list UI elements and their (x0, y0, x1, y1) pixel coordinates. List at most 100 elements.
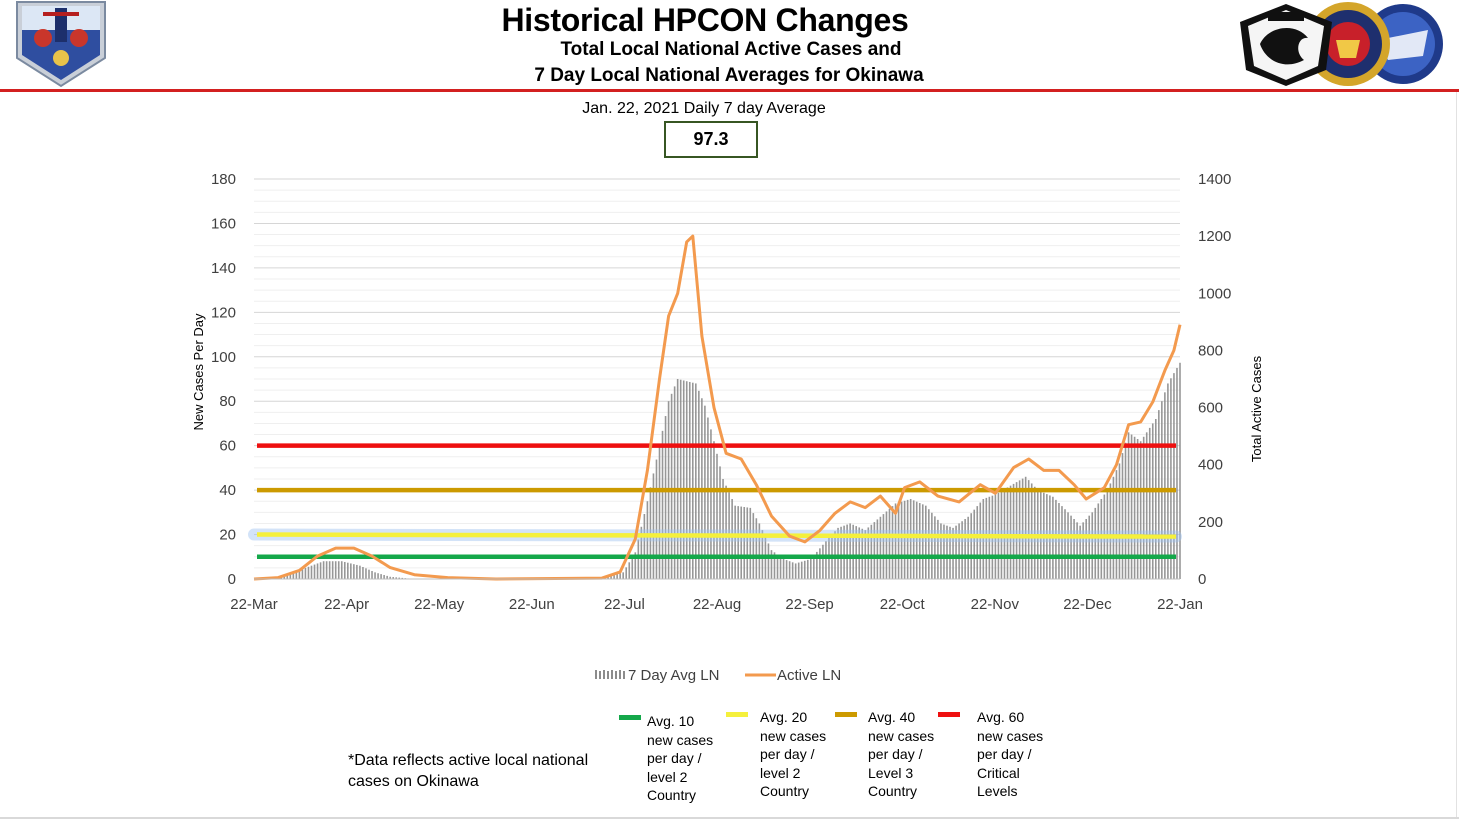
avg-bar (368, 569, 370, 579)
avg-bar (301, 569, 304, 579)
avg-bar (976, 506, 979, 579)
avg-bar (1067, 512, 1069, 579)
y-left-tick-label: 160 (211, 215, 236, 232)
avg-bar (952, 527, 954, 579)
x-tick-label: 22-Mar (230, 596, 278, 613)
avg-bar (1076, 522, 1078, 579)
avg-bar (855, 526, 858, 579)
avg-bar (816, 551, 818, 579)
y-left-tick-label: 20 (219, 527, 236, 544)
avg-bar (616, 574, 618, 579)
threshold-legend-swatch-level20 (726, 712, 748, 717)
avg-bar (1021, 478, 1024, 579)
y-right-tick-label: 1200 (1198, 228, 1231, 245)
avg-bar (310, 565, 313, 579)
threshold-legend-text-level40: Avg. 40 new cases per day / Level 3 Coun… (868, 709, 935, 799)
y-right-tick-label: 800 (1198, 342, 1223, 359)
avg-bar (371, 571, 373, 579)
avg-bar (1154, 419, 1157, 579)
avg-bar (1012, 483, 1015, 579)
avg-bar (392, 577, 395, 579)
avg-bar (964, 519, 966, 579)
y-right-tick-label: 0 (1198, 571, 1206, 588)
avg-bar (846, 524, 848, 579)
y-right-tick-label: 1400 (1198, 171, 1231, 188)
avg-bar (931, 512, 933, 579)
threshold-legend-swatch-level40 (835, 712, 857, 717)
avg-bar (1082, 522, 1084, 579)
avg-bar (979, 502, 982, 579)
avg-bar (909, 499, 912, 579)
avg-bar (610, 576, 612, 579)
avg-bar (386, 575, 388, 579)
avg-bar (340, 561, 343, 579)
avg-bar (803, 560, 806, 579)
legend-bar-swatch (611, 670, 613, 679)
legend-bar-swatch (603, 670, 605, 679)
avg-bar (949, 526, 951, 579)
avg-bar (1085, 519, 1087, 579)
avg-bar (337, 561, 340, 579)
avg-bar (1024, 476, 1027, 579)
legend-bar-swatch (607, 671, 609, 679)
x-tick-label: 22-May (414, 596, 465, 613)
avg-bar (1018, 480, 1021, 579)
avg-bar (1167, 383, 1169, 579)
avg-bar (797, 562, 800, 579)
avg-bar (707, 417, 709, 579)
avg-bar (1130, 434, 1133, 579)
avg-bar (347, 562, 349, 579)
avg-bar (961, 521, 963, 579)
right-unit-seals-icon (1240, 2, 1443, 86)
avg-bar (670, 393, 673, 579)
avg-bar (1179, 362, 1181, 579)
legend-label-active: Active LN (777, 667, 841, 684)
avg-bar (973, 509, 976, 579)
y-left-tick-label: 100 (211, 349, 236, 366)
avg-bar (401, 577, 404, 579)
x-tick-label: 22-Jun (509, 596, 555, 613)
avg-bar (319, 562, 322, 579)
avg-bar (791, 562, 794, 579)
avg-bar (722, 479, 724, 579)
avg-bar (1100, 499, 1103, 579)
avg-bar (1027, 480, 1030, 579)
avg-bar (1088, 515, 1091, 579)
x-tick-label: 22-Oct (880, 596, 926, 613)
avg-bar (749, 507, 752, 579)
avg-bar (292, 572, 295, 579)
y-left-tick-label: 0 (228, 571, 236, 588)
avg-bar (1124, 442, 1127, 579)
avg-bar (888, 508, 891, 579)
avg-bar (876, 519, 879, 579)
y-left-tick-label: 180 (211, 171, 236, 188)
avg-bar (1055, 499, 1057, 579)
avg-bar (334, 561, 337, 579)
avg-bar (918, 503, 921, 579)
avg-bar (770, 550, 773, 579)
avg-bar (967, 516, 969, 579)
subtitle-line-2: 7 Day Local National Averages for Okinaw… (534, 65, 924, 86)
avg-bar (316, 563, 319, 579)
avg-bar (658, 445, 661, 579)
avg-bar (813, 555, 815, 579)
avg-bar (1033, 486, 1036, 579)
avg-bar (1073, 519, 1075, 579)
y-left-tick-label: 140 (211, 260, 236, 277)
threshold-legend-swatch-level60 (938, 712, 960, 717)
avg-bar (695, 383, 697, 579)
avg-bar (398, 577, 401, 579)
threshold-legend-swatch-level10 (619, 715, 641, 720)
avg-bar (1145, 432, 1148, 579)
y-left-tick-label: 120 (211, 304, 236, 321)
legend-label-avg: 7 Day Avg LN (628, 667, 719, 684)
avg-bar (782, 559, 785, 579)
avg-bar (740, 506, 743, 579)
avg-bar (752, 513, 755, 579)
avg-bar (985, 497, 988, 579)
avg-bar (673, 386, 676, 579)
avg-bar (806, 559, 809, 579)
x-tick-label: 22-Dec (1063, 596, 1112, 613)
avg-bar (894, 503, 897, 579)
